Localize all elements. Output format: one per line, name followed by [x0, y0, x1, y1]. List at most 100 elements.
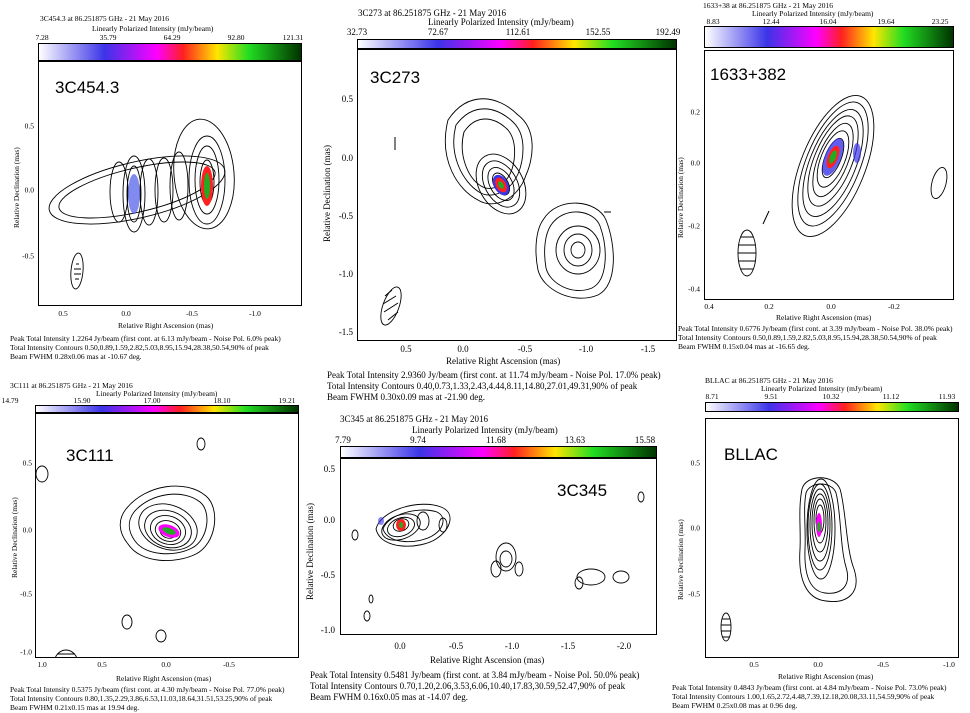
footer-line: Total Intensity Contours 1.00,1.65,2.72,…: [672, 692, 935, 701]
colorbar-tick: 121.31: [282, 33, 304, 42]
panel-header: 1633+38 at 86.251875 GHz - 21 May 2016: [703, 1, 834, 10]
colorbar-tick: 92.80: [227, 33, 245, 42]
colorbar-tick: 17.00: [143, 396, 161, 405]
y-tick-label: 0.0: [24, 185, 34, 195]
footer-line: Beam FWHM 0.28x0.06 mas at -10.67 deg.: [10, 352, 142, 361]
footer-line: Peak Total Intensity 0.6776 Jy/beam (fir…: [678, 324, 953, 333]
x-tick-label: 1.0: [37, 660, 47, 669]
x-axis-label: Relative Right Ascension (mas): [116, 674, 212, 683]
y-tick-label: 0.5: [690, 458, 700, 468]
colorbar-tick: 11.93: [938, 392, 956, 401]
y-tick-label: -1.0: [320, 625, 335, 635]
contour-map: [351, 491, 645, 622]
footer-line: Beam FWHM 0.16x0.05 mas at -14.07 deg.: [310, 692, 468, 702]
x-tick-label: -0.2: [888, 302, 900, 311]
colorbar-tick: 19.64: [877, 17, 895, 26]
y-tick-label: -0.4: [688, 284, 700, 294]
colorbar-title: Linearly Polarized Intensity (mJy/beam): [752, 9, 874, 18]
colorbar-title: Linearly Polarized Intensity (mJy/beam): [96, 389, 218, 398]
y-tick-label: -0.5: [338, 211, 353, 221]
plot-area: 3C111: [35, 413, 299, 658]
colorbar: [704, 26, 954, 48]
colorbar-tick: 192.49: [655, 27, 681, 37]
y-tick-label: -0.5: [20, 589, 32, 599]
footer-line: Beam FWHM 0.15x0.04 mas at -16.65 deg.: [678, 342, 810, 351]
colorbar: [38, 43, 302, 61]
y-axis-label: Relative Declination (mas): [676, 157, 685, 238]
colorbar-tick: 152.55: [585, 27, 611, 37]
colorbar-tick: 9.51: [764, 392, 778, 401]
x-tick-label: 0.5: [400, 344, 412, 354]
x-tick-label: -1.0: [504, 641, 520, 651]
x-tick-label: 0.5: [58, 309, 68, 318]
y-tick-label: -1.0: [20, 647, 32, 657]
x-tick-label: 0.0: [121, 309, 131, 318]
x-tick-label: -0.5: [877, 660, 889, 669]
colorbar-tick: 13.63: [564, 435, 586, 445]
x-tick-label: -1.0: [578, 344, 594, 354]
plot-area: 1633+382: [704, 50, 954, 300]
x-tick-label: 0.0: [161, 660, 171, 669]
colorbar-tick: 9.74: [410, 435, 426, 445]
y-tick-label: -0.5: [22, 251, 34, 261]
x-axis-label: Relative Right Ascension (mas): [778, 672, 874, 681]
x-axis-label: Relative Right Ascension (mas): [776, 313, 872, 322]
panel-header: 3C273 at 86.251875 GHz - 21 May 2016: [358, 8, 506, 18]
colorbar-title: Linearly Polarized Intensity (mJy/beam): [761, 384, 883, 393]
plot-area: 3C454.3: [38, 61, 302, 306]
colorbar-tick: 7.79: [335, 435, 351, 445]
y-tick-label: 0.0: [22, 525, 32, 535]
footer-line: Peak Total Intensity 0.5481 Jy/beam (fir…: [310, 670, 640, 680]
colorbar-tick: 12.44: [762, 17, 780, 26]
x-tick-label: -2.0: [616, 641, 632, 651]
footer-line: Total Intensity Contours 0.40,0.73,1.33,…: [327, 381, 638, 391]
contour-map: [380, 98, 614, 326]
footer-line: Total Intensity Contours 0.70,1.20,2.06,…: [310, 681, 626, 691]
footer-line: Total Intensity Contours 0.50,0.89,1.59,…: [10, 343, 269, 352]
colorbar-tick: 32.73: [346, 27, 368, 37]
colorbar-tick: 8.83: [706, 17, 720, 26]
y-tick-label: 0.5: [24, 121, 34, 131]
y-tick-label: -1.5: [338, 327, 353, 337]
colorbar: [705, 402, 959, 412]
y-tick-label: -1.0: [338, 269, 353, 279]
footer-line: Peak Total Intensity 2.9360 Jy/beam (fir…: [327, 370, 661, 380]
x-tick-label: -1.0: [249, 309, 261, 318]
y-axis-label: Relative Declination (mas): [676, 519, 685, 600]
x-tick-label: 0.4: [704, 302, 714, 311]
x-tick-label: 0.0: [457, 344, 469, 354]
colorbar-tick: 16.04: [819, 17, 837, 26]
source-label: 1633+382: [710, 65, 787, 84]
colorbar-tick: 23.25: [931, 17, 949, 26]
source-label: 3C273: [370, 68, 421, 87]
footer-line: Beam FWHM 0.25x0.08 mas at 0.96 deg.: [672, 701, 798, 710]
panel-header: 3C454.3 at 86.251875 GHz - 21 May 2016: [40, 14, 169, 23]
contour-map: [36, 437, 216, 657]
colorbar-title: Linearly Polarized Intensity (mJy/beam): [428, 17, 574, 27]
colorbar: [340, 446, 657, 458]
footer-line: Beam FWHM 0.30x0.09 mas at -21.90 deg.: [327, 392, 485, 402]
y-tick-label: 0.0: [341, 153, 353, 163]
contour-map: [48, 118, 235, 290]
x-tick-label: -0.5: [186, 309, 198, 318]
x-tick-label: -1.0: [943, 660, 955, 669]
y-tick-label: 0.0: [690, 523, 700, 533]
colorbar-tick: 15.58: [634, 435, 656, 445]
source-label: 3C345: [557, 481, 608, 500]
colorbar-tick: 8.71: [705, 392, 719, 401]
footer-line: Peak Total Intensity 0.5375 Jy/beam (fir…: [10, 685, 285, 694]
colorbar-tick: 14.79: [1, 396, 19, 405]
contour-map: [737, 94, 948, 277]
y-axis-label: Relative Declination (mas): [10, 497, 19, 578]
y-tick-label: -0.5: [688, 589, 700, 599]
colorbar-tick: 35.79: [99, 33, 117, 42]
colorbar-tick: 112.61: [505, 27, 531, 37]
y-axis-label: Relative Declination (mas): [305, 503, 315, 600]
y-tick-label: 0.0: [323, 515, 335, 525]
source-label: 3C454.3: [55, 78, 120, 97]
source-label: 3C111: [66, 446, 114, 465]
colorbar-tick: 18.10: [213, 396, 231, 405]
x-axis-label: Relative Right Ascension (mas): [430, 655, 545, 665]
y-axis-label: Relative Declination (mas): [12, 147, 21, 228]
colorbar-tick: 64.29: [163, 33, 181, 42]
